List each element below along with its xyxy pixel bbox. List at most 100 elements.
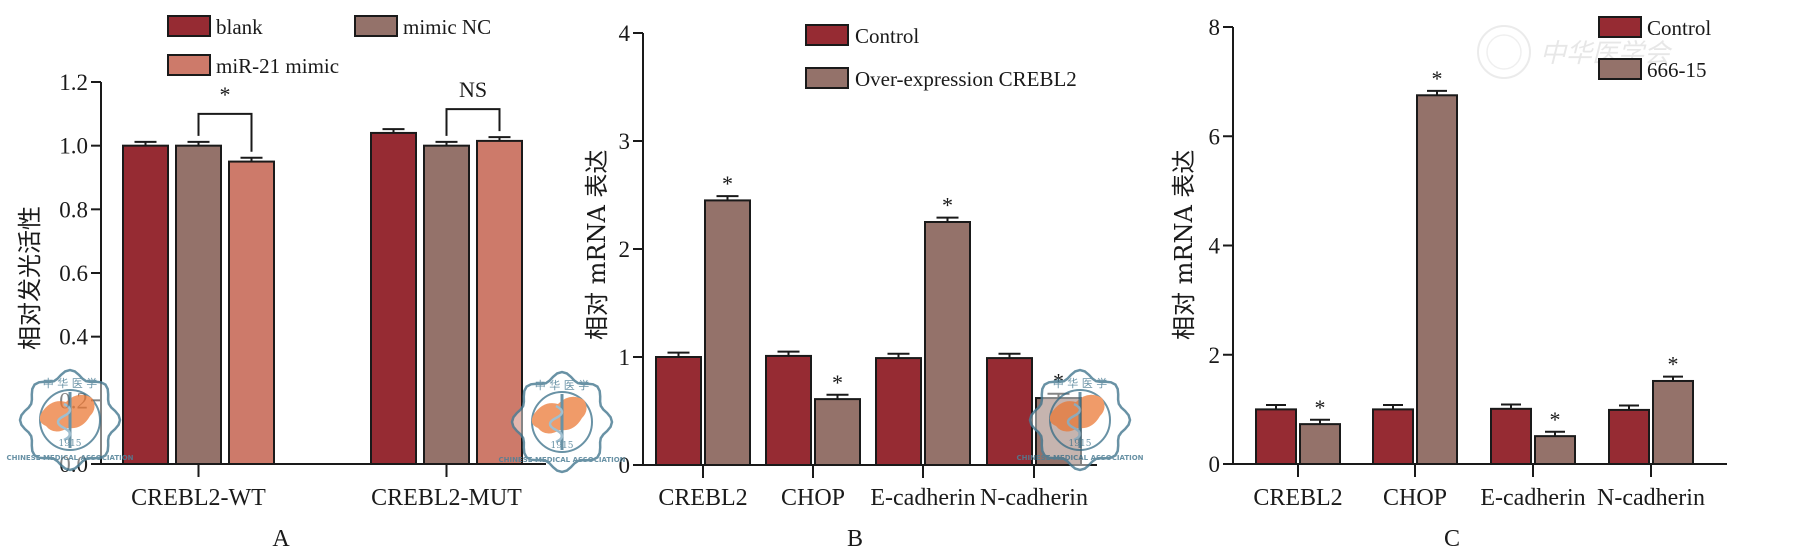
significance-label: * xyxy=(220,82,231,107)
y-tick-label: 1.2 xyxy=(59,70,88,95)
x-tick-label: N-cadherin xyxy=(980,485,1088,511)
seal-top-text: 中 华 医 学 xyxy=(43,376,98,390)
bar-control-crebl2 xyxy=(1255,408,1297,465)
bar-mimic-nc-crebl2-mut xyxy=(423,144,470,466)
seal-year: 1915 xyxy=(551,441,574,451)
significance-asterisk: * xyxy=(1315,395,1326,420)
y-tick-label: 6 xyxy=(1209,124,1221,149)
legend-swatch-control xyxy=(805,24,849,46)
y-tick-label: 2 xyxy=(619,237,631,262)
seal-bottom-text: CHINESE MEDICAL ASSOCIATION xyxy=(498,456,625,464)
bar-666-15-e-cadherin xyxy=(1534,435,1576,465)
bar-666-15-chop xyxy=(1416,94,1458,465)
panel-c-plot: 0 2 4 6 8 CREBL2 CHOP E-cadherin N-cadherin * * * * xyxy=(1209,15,1727,511)
significance-bracket xyxy=(197,112,253,152)
legend-swatch-666-15 xyxy=(1598,58,1642,80)
bar-blank-crebl2-wt xyxy=(122,144,169,466)
panel-a-label: A xyxy=(272,526,290,552)
legend-label-control: Control xyxy=(1647,16,1711,40)
x-tick-label: E-cadherin xyxy=(1480,485,1585,511)
legend-label-mir21-mimic: miR-21 mimic xyxy=(216,54,339,78)
significance-asterisk: * xyxy=(1668,352,1679,377)
panel-b-legend: Control Over-expression CREBL2 xyxy=(805,24,1077,91)
x-tick-label: CREBL2-WT xyxy=(131,485,266,511)
y-tick-label: 3 xyxy=(619,129,631,154)
significance-asterisk: * xyxy=(722,171,733,196)
x-tick-label: CHOP xyxy=(781,485,845,511)
panel-a-y-axis-title: 相对发光活性 xyxy=(16,206,44,350)
panel-a-plot: 0.00.20.40.60.81.01.2CREBL2-WTCREBL2-MUT… xyxy=(59,70,546,511)
chinese-medical-association-seal-icon: 1915 中 华 医 学 CHINESE MEDICAL ASSOCIATION xyxy=(6,368,134,472)
legend-label-666-15: 666-15 xyxy=(1647,58,1707,82)
bar-over-expression-crebl2-crebl2 xyxy=(704,199,751,466)
serpent-icon xyxy=(56,402,72,442)
x-tick-label: CHOP xyxy=(1383,485,1447,511)
legend-label-control: Control xyxy=(855,24,919,48)
bar-blank-crebl2-mut xyxy=(370,131,417,466)
y-tick-label: 4 xyxy=(619,21,631,46)
significance-asterisk: * xyxy=(1550,407,1561,432)
y-tick-label: 8 xyxy=(1209,15,1221,40)
panel-b: 相对 mRNA 表达 B Control Over-expression CRE… xyxy=(583,21,1097,552)
seal-bottom-text: CHINESE MEDICAL ASSOCIATION xyxy=(6,454,133,462)
y-tick-label: 0 xyxy=(1209,452,1221,477)
corner-seal-icon xyxy=(1477,25,1531,79)
bar-over-expression-crebl2-e-cadherin xyxy=(924,221,971,466)
legend-label-blank: blank xyxy=(216,15,263,39)
panel-b-y-axis-title: 相对 mRNA 表达 xyxy=(583,150,611,340)
y-tick-label: 0.8 xyxy=(59,197,88,222)
bar-control-e-cadherin xyxy=(875,357,922,466)
significance-asterisk: * xyxy=(832,370,843,395)
bar-control-n-cadherin xyxy=(1608,408,1650,466)
seal-year: 1915 xyxy=(59,439,82,449)
x-tick-label: E-cadherin xyxy=(870,485,975,511)
bar-control-e-cadherin xyxy=(1490,407,1532,465)
bar-mir-21-mimic-crebl2-mut xyxy=(476,139,523,465)
y-tick-label: 0.6 xyxy=(59,261,88,286)
panel-b-label: B xyxy=(847,526,863,552)
legend-label-mimic-nc: mimic NC xyxy=(403,15,491,39)
bar-control-chop xyxy=(1372,408,1414,465)
y-tick-label: 1.0 xyxy=(59,134,88,159)
y-tick-label: 0.4 xyxy=(59,325,88,350)
panel-c-label: C xyxy=(1444,526,1460,552)
bar-over-expression-crebl2-chop xyxy=(814,398,861,466)
chinese-medical-association-seal-icon: 1915 中 华 医 学 CHINESE MEDICAL ASSOCIATION xyxy=(1016,368,1144,472)
serpent-icon xyxy=(1066,402,1082,442)
y-tick-label: 1 xyxy=(619,345,631,370)
x-tick-label: N-cadherin xyxy=(1597,485,1705,511)
corner-watermark: 中华医学会 xyxy=(1477,25,1673,79)
panel-c-y-axis-title: 相对 mRNA 表达 xyxy=(1170,150,1198,340)
x-tick-label: CREBL2-MUT xyxy=(371,485,522,511)
significance-label: NS xyxy=(459,77,487,102)
y-tick-label: 0 xyxy=(619,453,631,478)
x-tick-label: CREBL2 xyxy=(1253,485,1342,511)
legend-swatch-over-expression xyxy=(805,67,849,89)
legend-swatch-mir21-mimic xyxy=(167,54,211,76)
bar-control-n-cadherin xyxy=(986,357,1033,466)
seal-top-text: 中 华 医 学 xyxy=(535,378,590,392)
serpent-icon xyxy=(548,404,564,444)
y-tick-label: 2 xyxy=(1209,343,1221,368)
legend-swatch-mimic-nc xyxy=(354,15,398,37)
legend-swatch-control xyxy=(1598,16,1642,38)
panel-c: 相对 mRNA 表达 C 0 2 4 6 8 CREBL2 CHOP E-cadherin N-… xyxy=(1170,15,1727,552)
chinese-medical-association-seal-icon: 1915 中 华 医 学 CHINESE MEDICAL ASSOCIATION xyxy=(498,370,626,474)
x-tick-label: CREBL2 xyxy=(658,485,747,511)
bar-control-chop xyxy=(765,354,812,467)
panel-c-legend: Control 666-15 xyxy=(1598,16,1711,82)
legend-swatch-blank xyxy=(167,15,211,37)
corner-seal-inner-ring xyxy=(1486,34,1522,70)
seal-bottom-text: CHINESE MEDICAL ASSOCIATION xyxy=(1016,454,1143,462)
significance-asterisk: * xyxy=(1432,66,1443,91)
bar-mir-21-mimic-crebl2-wt xyxy=(228,160,275,465)
bar-control-crebl2 xyxy=(655,356,702,466)
bar-mimic-nc-crebl2-wt xyxy=(175,144,222,466)
seal-year: 1915 xyxy=(1069,439,1092,449)
bar-666-15-crebl2 xyxy=(1299,423,1341,465)
significance-asterisk: * xyxy=(942,193,953,218)
seal-top-text: 中 华 医 学 xyxy=(1053,376,1108,390)
